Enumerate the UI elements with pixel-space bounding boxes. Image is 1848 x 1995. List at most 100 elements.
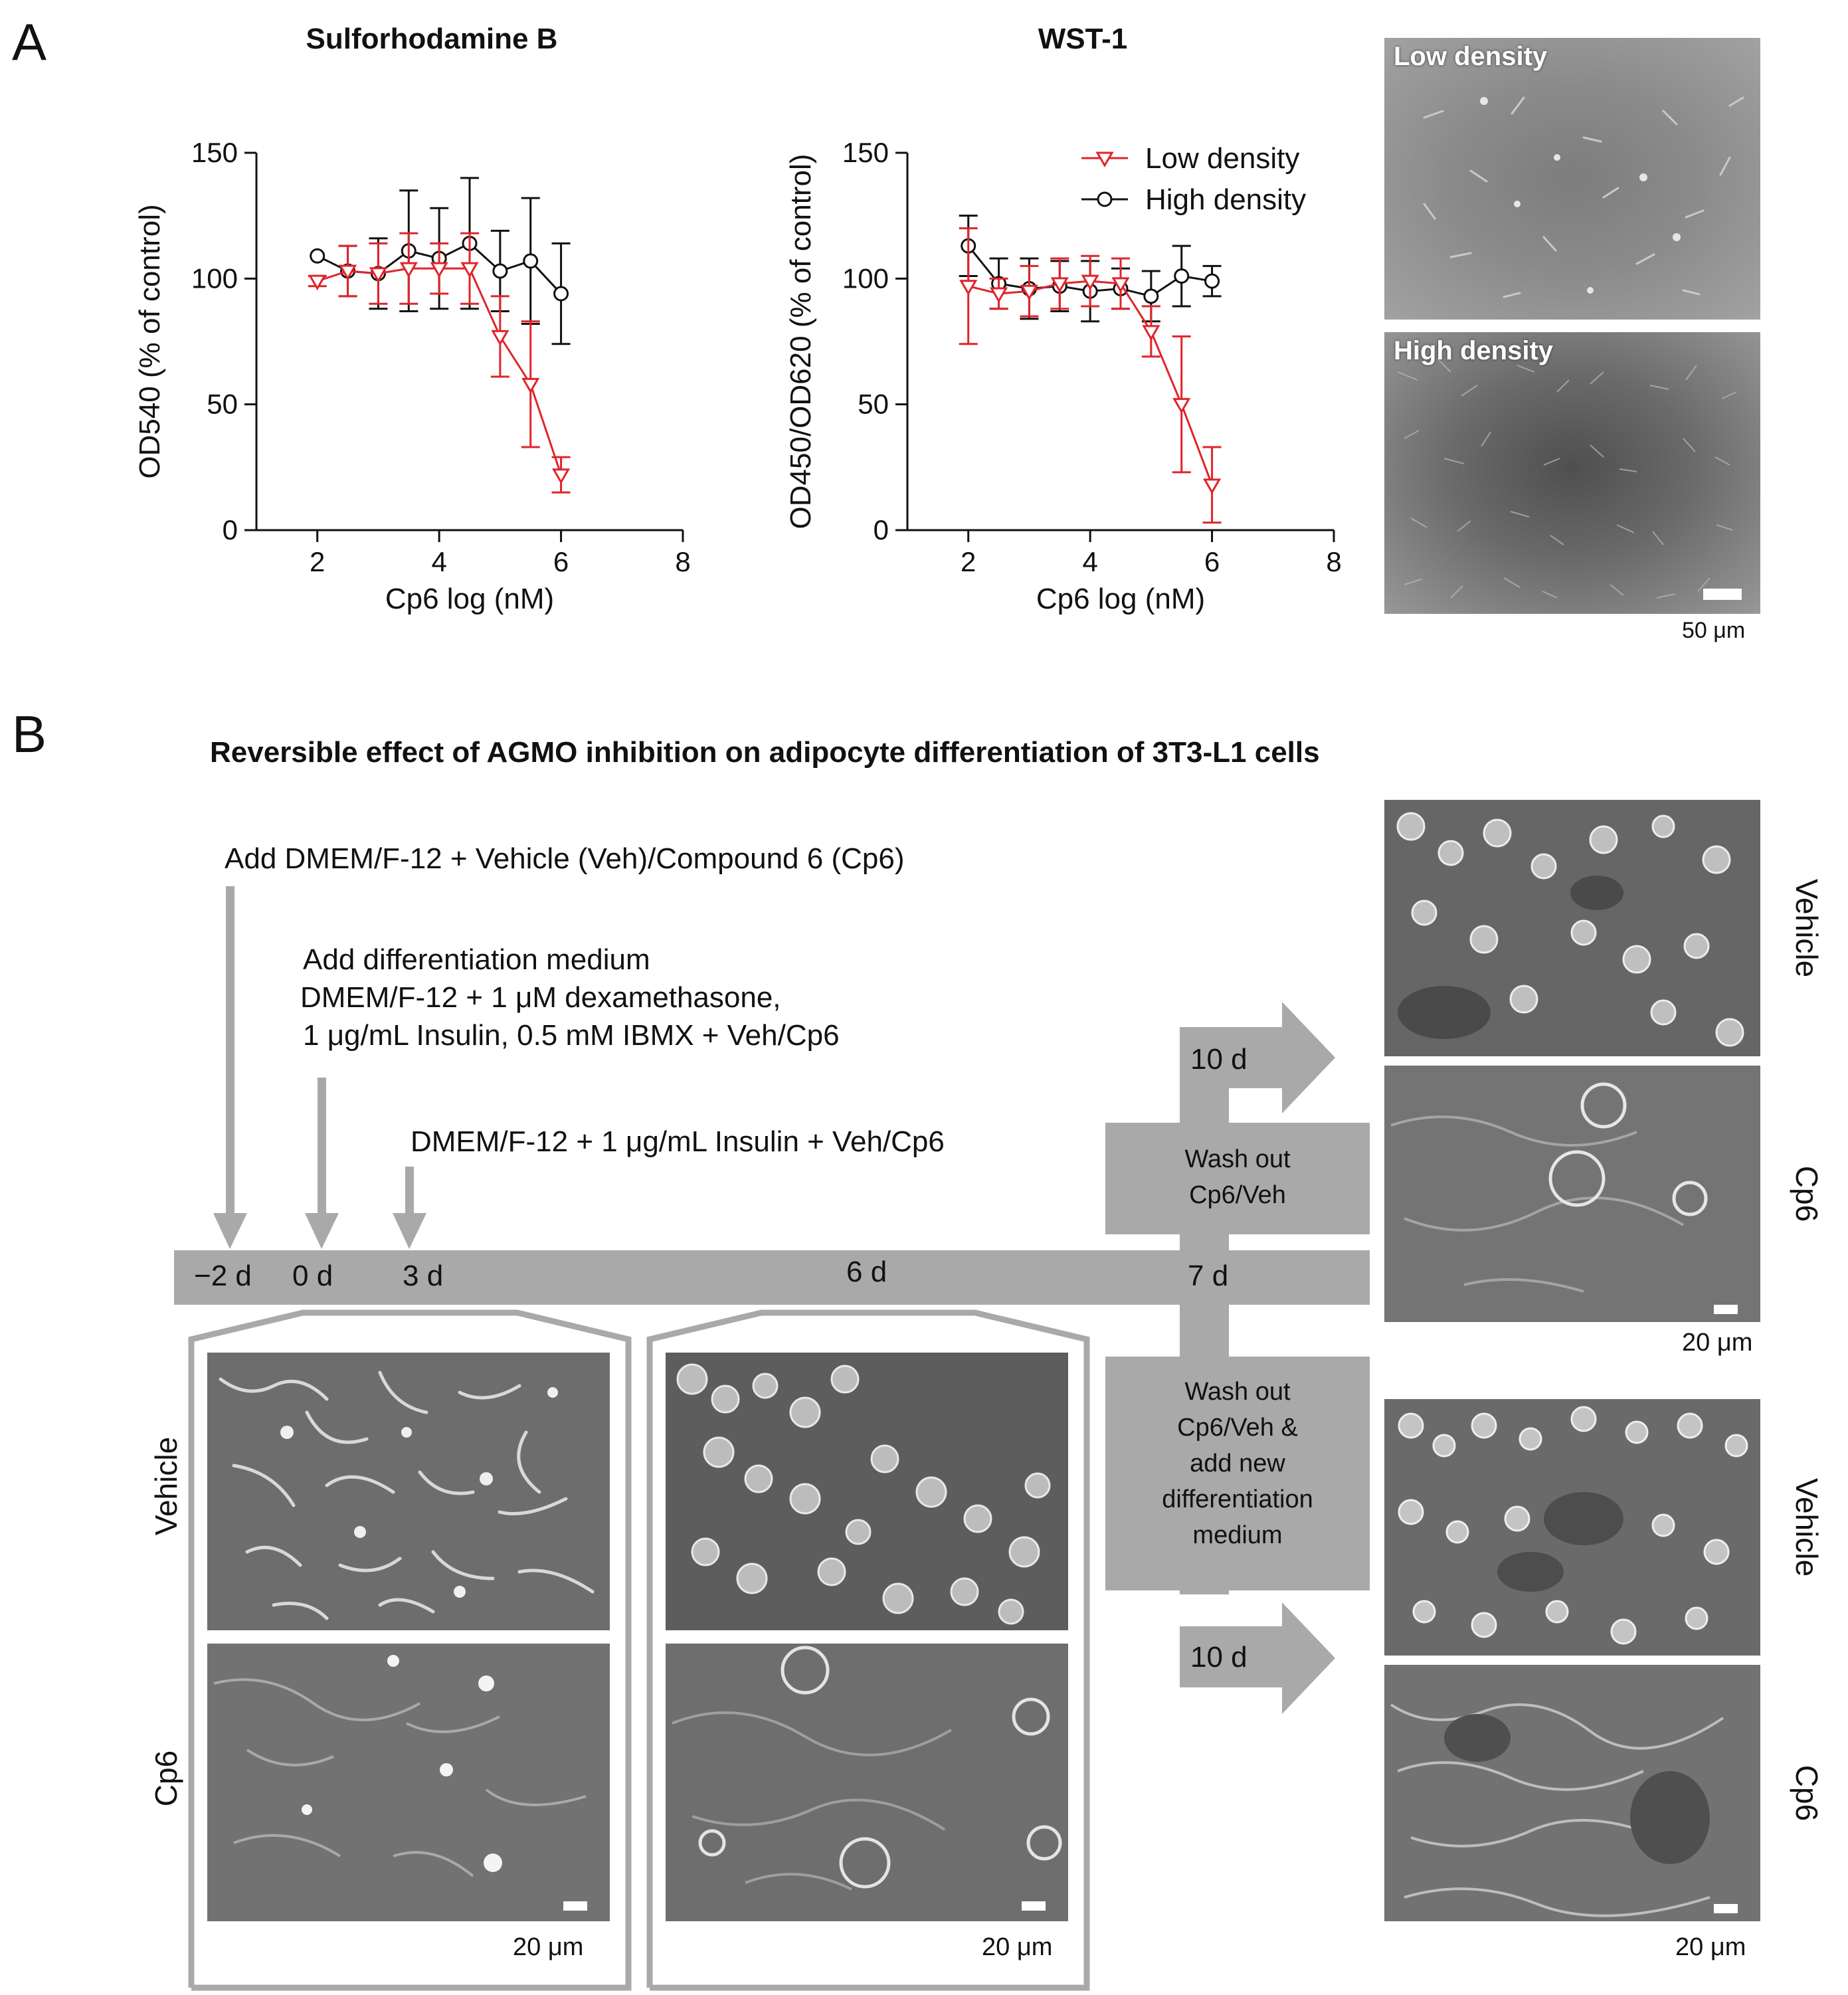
wst-x-tick-label: 2 <box>961 546 976 577</box>
step-add-vehicle-text: Add DMEM/F-12 + Vehicle (Veh)/Compound 6… <box>225 842 905 875</box>
wst-y-tick-label: 100 <box>842 262 889 294</box>
step-differentiation-line2: DMEM/F-12 + 1 μM dexamethasone, <box>300 981 781 1014</box>
panel-b-letter: B <box>12 705 47 763</box>
wst-low-density-point <box>1142 325 1160 341</box>
arrow-top-shaft <box>1180 1027 1286 1088</box>
washout-bottom-line3: add new <box>1190 1450 1285 1477</box>
wst-low-density-point <box>1202 478 1222 494</box>
washout-bottom-line4: differentiation <box>1162 1485 1313 1513</box>
day3-cp6-micrograph <box>207 1644 610 1921</box>
low-density-micrograph: Low density <box>1384 38 1760 320</box>
washout-vehicle-cells <box>1396 812 1744 1047</box>
srb-low-density-point <box>491 330 509 346</box>
day6-cp6-cells <box>672 1646 1062 1891</box>
washout-top-line2: Cp6/Veh <box>1189 1181 1286 1209</box>
wst-legend-high-density-marker <box>1097 191 1113 207</box>
day-6-label: 6 d <box>846 1256 887 1288</box>
row-label-cp6-right-bottom: Cp6 <box>1790 1764 1824 1822</box>
srb-y-tick-label: 100 <box>191 262 238 294</box>
arrow-0-shaft <box>318 1078 326 1217</box>
arrow-top-duration: 10 d <box>1190 1043 1247 1076</box>
row-label-cp6-left: Cp6 <box>149 1750 183 1807</box>
scale-label-50um: 50 μm <box>1682 618 1746 643</box>
arrow-3-head <box>393 1213 426 1249</box>
wst-chart: 0 50 100 150 2 4 6 8 Cp6 log (nM) OD450/OD620 (% … <box>785 137 1342 615</box>
wst-low-density-point <box>1172 398 1191 414</box>
day3-vehicle-micrograph <box>207 1353 610 1630</box>
srb-y-tick-label: 0 <box>223 514 238 545</box>
day-7-label: 7 d <box>1188 1260 1229 1292</box>
high-density-label: High density <box>1394 336 1554 365</box>
low-density-cells <box>1423 96 1744 298</box>
srb-low-density-point <box>430 262 448 278</box>
wst-x-axis-label: Cp6 log (nM) <box>1036 583 1205 615</box>
newmedium-cp6-micrograph <box>1384 1665 1760 1921</box>
step-insulin-text: DMEM/F-12 + 1 μg/mL Insulin + Veh/Cp6 <box>411 1125 945 1158</box>
washout-cp6-micrograph <box>1384 1066 1760 1322</box>
arrow-0-head <box>305 1213 339 1249</box>
srb-chart-title: Sulforhodamine B <box>306 23 558 55</box>
srb-high-density-point <box>553 286 569 302</box>
washout-bottom-line1: Wash out <box>1184 1378 1291 1406</box>
srb-low-density-point <box>308 274 327 291</box>
srb-y-axis-label: OD540 (% of control) <box>134 204 166 478</box>
newmedium-scale-label: 20 μm <box>1675 1933 1746 1961</box>
washout-vehicle-micrograph <box>1384 800 1760 1056</box>
arrow-minus2-head <box>213 1213 247 1249</box>
srb-chart: 0 50 100 150 2 4 6 8 Cp6 log (nM) OD540 (% of con… <box>134 137 691 615</box>
newmedium-cp6-cells <box>1390 1703 1724 1917</box>
srb-low-density-point <box>338 264 357 280</box>
washout-box-top <box>1105 1123 1370 1234</box>
row-label-vehicle-right-top: Vehicle <box>1790 878 1824 978</box>
washout-bottom-line5: medium <box>1192 1521 1283 1549</box>
wst-low-density-point <box>1020 284 1039 301</box>
day6-vehicle-micrograph <box>666 1353 1068 1630</box>
srb-high-density-point <box>523 253 539 269</box>
wst-y-tick-label: 0 <box>874 514 889 545</box>
wst-chart-title: WST-1 <box>1038 23 1128 55</box>
srb-low-density-point <box>551 468 571 484</box>
wst-high-density-point <box>1204 273 1220 289</box>
wst-low-density-point <box>1081 274 1099 291</box>
day3-scale-bar <box>563 1901 587 1911</box>
high-density-micrograph: High density <box>1384 332 1760 614</box>
day6-scale-label: 20 μm <box>982 1933 1053 1961</box>
day6-scale-bar <box>1022 1901 1046 1911</box>
arrow-bottom-shaft <box>1180 1626 1286 1687</box>
wst-low-density-point <box>1050 277 1069 293</box>
wst-low-density-point <box>1111 277 1130 293</box>
row-label-cp6-right-top: Cp6 <box>1790 1165 1824 1222</box>
washout-box-bottom <box>1105 1357 1370 1590</box>
wst-legend-high-density-label: High density <box>1145 183 1306 216</box>
srb-y-tick-label: 50 <box>207 389 238 420</box>
panel-a-letter: A <box>12 13 47 71</box>
step-differentiation-line1: Add differentiation medium <box>303 943 650 976</box>
day6-cp6-micrograph <box>666 1644 1068 1921</box>
washout-bottom-text: Wash out Cp6/Veh & add new differentiati… <box>1105 1374 1370 1553</box>
washout-scale-bar <box>1714 1305 1738 1314</box>
srb-y-tick-label: 150 <box>191 137 238 168</box>
day-0-label: 0 d <box>292 1260 333 1292</box>
arrow-minus2-shaft <box>226 886 234 1216</box>
wst-low-density-point <box>989 287 1008 304</box>
timeline-bar <box>174 1250 1370 1305</box>
wst-legend-low-density-label: Low density <box>1145 142 1299 175</box>
scale-bar <box>1703 589 1742 600</box>
srb-x-tick-label: 2 <box>310 546 325 577</box>
day3-cp6-cells <box>213 1655 587 1877</box>
wst-x-tick-label: 4 <box>1082 546 1097 577</box>
zoom-frames <box>188 1309 1090 1991</box>
low-density-label: Low density <box>1394 42 1548 71</box>
newmedium-scale-bar <box>1714 1904 1738 1913</box>
srb-x-tick-label: 4 <box>431 546 446 577</box>
srb-low-density-point <box>399 262 418 278</box>
wst-high-density-point <box>1143 288 1159 304</box>
day3-scale-label: 20 μm <box>513 1933 584 1961</box>
arrow-top-head <box>1282 1002 1335 1113</box>
srb-low-density-point <box>521 377 540 394</box>
row-label-vehicle-right-bottom: Vehicle <box>1790 1477 1824 1577</box>
washout-scale-label: 20 μm <box>1682 1329 1753 1357</box>
srb-x-tick-label: 8 <box>675 546 690 577</box>
down-arrows <box>213 886 426 1249</box>
